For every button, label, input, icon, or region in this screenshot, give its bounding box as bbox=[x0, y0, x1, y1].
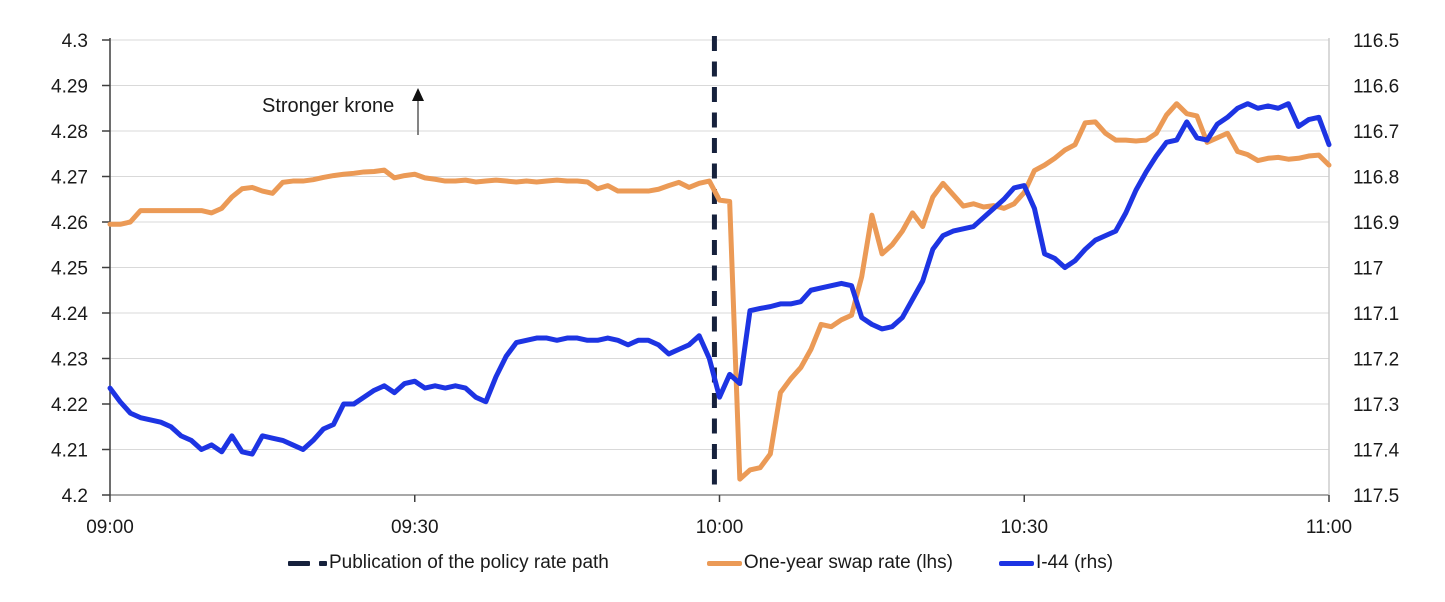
x-axis-label: 10:30 bbox=[1000, 517, 1048, 538]
x-axis-label: 09:30 bbox=[391, 517, 439, 538]
left-axis-label: 4.3 bbox=[62, 31, 88, 52]
x-axis-label: 09:00 bbox=[86, 517, 134, 538]
right-axis-label: 116.5 bbox=[1353, 31, 1399, 52]
right-axis-label: 117.2 bbox=[1353, 350, 1399, 371]
legend-item-i44[interactable]: I-44 (rhs) bbox=[998, 552, 1114, 574]
dashed-line-sample-icon bbox=[318, 560, 327, 566]
up-arrow-icon bbox=[412, 88, 425, 135]
i44-line-sample-icon bbox=[998, 560, 1034, 566]
left-axis-label: 4.2 bbox=[62, 486, 88, 507]
annotation-stronger-krone: Stronger krone bbox=[262, 88, 426, 136]
left-axis-label: 4.21 bbox=[51, 441, 88, 462]
swap-line-sample-icon bbox=[706, 560, 742, 566]
left-axis-label: 4.25 bbox=[51, 259, 88, 280]
annotation-text: Stronger krone bbox=[262, 95, 395, 117]
x-axis-label: 11:00 bbox=[1306, 517, 1352, 538]
right-axis-label: 116.7 bbox=[1353, 122, 1399, 143]
right-axis-label: 116.9 bbox=[1353, 213, 1399, 234]
swap-rate-line bbox=[107, 101, 1332, 482]
right-axis-label: 116.8 bbox=[1353, 168, 1399, 189]
left-axis-label: 4.24 bbox=[51, 304, 88, 325]
legend-label-publication: Publication of the policy rate path bbox=[328, 552, 609, 573]
left-axis-label: 4.27 bbox=[51, 168, 88, 189]
x-axis-label: 10:00 bbox=[696, 517, 744, 538]
left-axis-label: 4.26 bbox=[51, 213, 88, 234]
right-axis-label: 117.1 bbox=[1353, 304, 1399, 325]
legend: Publication of the policy rate path One-… bbox=[0, 552, 1423, 574]
i44-line bbox=[107, 101, 1332, 457]
right-axis-label: 117 bbox=[1353, 259, 1383, 280]
legend-item-swap-rate[interactable]: One-year swap rate (lhs) bbox=[706, 552, 953, 574]
left-axis-label: 4.23 bbox=[51, 350, 88, 371]
left-axis-label: 4.22 bbox=[51, 395, 88, 416]
right-axis-label: 116.6 bbox=[1353, 77, 1399, 98]
right-axis-label: 117.3 bbox=[1353, 395, 1399, 416]
right-axis-label: 117.5 bbox=[1353, 486, 1399, 507]
legend-label-i44: I-44 (rhs) bbox=[1035, 552, 1114, 573]
left-axis-label: 4.28 bbox=[51, 122, 88, 143]
dashed-line-sample-icon bbox=[287, 560, 310, 566]
legend-item-publication[interactable]: Publication of the policy rate path bbox=[287, 552, 609, 574]
legend-label-swap-rate: One-year swap rate (lhs) bbox=[743, 552, 953, 573]
right-axis-label: 117.4 bbox=[1353, 441, 1400, 462]
left-axis-label: 4.29 bbox=[51, 77, 88, 98]
